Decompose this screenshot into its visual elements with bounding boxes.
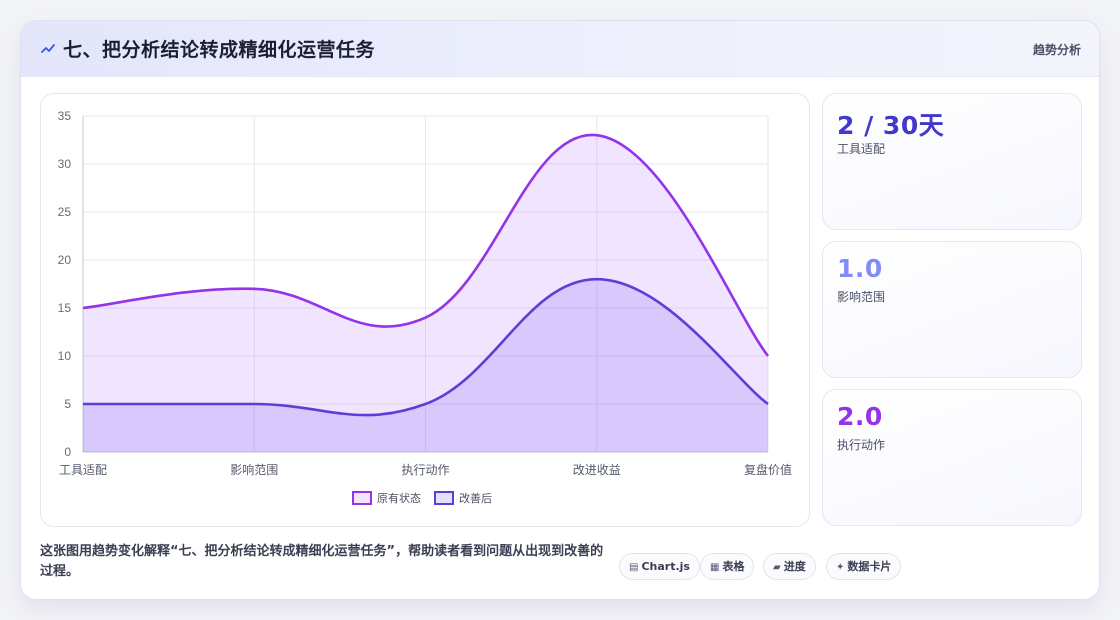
x-tick-label: 工具适配: [59, 463, 107, 477]
legend-swatch: [434, 491, 454, 505]
y-tick-label: 5: [64, 397, 71, 411]
series-area: [83, 134, 768, 452]
pill-label: 进度: [783, 560, 806, 573]
page-title: 七、把分析结论转成精细化运营任务: [63, 39, 376, 61]
legend-swatch: [352, 491, 372, 505]
trend-line-icon: [41, 44, 55, 53]
series-line: [83, 277, 769, 417]
progress-icon: ▰: [773, 562, 781, 573]
x-tick-label: 改进收益: [573, 463, 621, 477]
pill-label: Chart.js: [641, 560, 690, 573]
metric-label: 影响范围: [837, 290, 886, 304]
y-tick-label: 25: [58, 205, 72, 219]
pill-table[interactable]: ▦ 表格: [700, 553, 755, 580]
series-line: [82, 133, 770, 357]
table-icon: ▦: [710, 562, 720, 573]
metric-card-3: 2.0 执行动作: [822, 389, 1082, 526]
metric-value: 2 / 30天: [837, 111, 945, 140]
sparkle-icon: ✦: [836, 562, 845, 573]
metric-label: 工具适配: [837, 142, 886, 156]
legend-label: 改善后: [459, 491, 492, 505]
pill-progress[interactable]: ▰ 进度: [763, 553, 816, 580]
y-tick-label: 30: [58, 157, 72, 171]
metric-card-1: 2 / 30天 工具适配: [822, 93, 1082, 230]
metric-card-2: 1.0 影响范围: [822, 241, 1082, 378]
card-header: 七、把分析结论转成精细化运营任务 趋势分析: [21, 21, 1099, 77]
x-tick-label: 复盘价值: [744, 462, 792, 477]
y-tick-label: 20: [58, 253, 72, 267]
pill-data-cards[interactable]: ✦ 数据卡片: [826, 553, 902, 580]
chart-panel: 0 5 10 15 20 25 30 35 工具适配 影响范围 执行动作 改进收益 复盘价值原有状态 改善…: [40, 93, 810, 527]
y-tick-label: 10: [58, 349, 72, 363]
x-tick-label: 影响范围: [230, 462, 278, 477]
pill-label: 数据卡片: [847, 560, 892, 573]
metric-value: 2.0: [837, 402, 883, 431]
y-tick-label: 35: [58, 109, 72, 123]
section-tag: 趋势分析: [1032, 43, 1081, 57]
pill-chartjs[interactable]: ▤ Chart.js: [619, 553, 700, 580]
pill-label: 表格: [722, 560, 745, 573]
chart-description: 这张图用趋势变化解释“七、把分析结论转成精细化运营任务”，帮助读者看到问题从出现…: [40, 544, 604, 579]
y-tick-label: 0: [64, 445, 71, 459]
chart-icon: ▤: [629, 562, 639, 573]
series-area: [83, 279, 768, 452]
chart-card: 七、把分析结论转成精细化运营任务 趋势分析 0 5 10 15 20 25 30 35 工具适配…: [20, 20, 1100, 600]
y-tick-label: 15: [58, 301, 72, 315]
metric-value: 1.0: [837, 254, 883, 283]
legend-label: 原有状态: [377, 491, 421, 505]
x-tick-label: 执行动作: [401, 463, 449, 477]
metric-label: 执行动作: [837, 438, 886, 452]
